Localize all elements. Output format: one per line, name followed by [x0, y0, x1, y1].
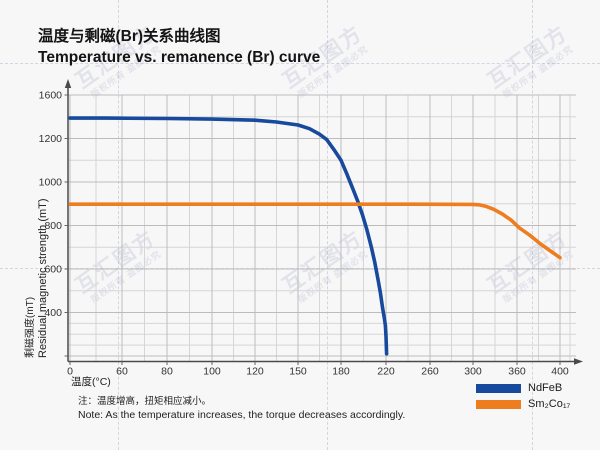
watermark-dash-horizontal: [0, 63, 600, 64]
curve-ndfeb: [68, 116, 389, 356]
legend-label-ndfeb: NdFeB: [528, 381, 563, 394]
y-axis-label-zh: 剩磁强度(mT): [25, 296, 36, 358]
y-tick-label: 600: [44, 264, 62, 276]
x-tick-label: 260: [421, 366, 439, 378]
legend-item-sm2co17: Sm₂Co₁₇: [476, 396, 570, 412]
x-tick-label: 0: [67, 366, 73, 378]
legend-swatch-sm2co17: [476, 399, 521, 409]
legend-label-sm2co17: Sm₂Co₁₇: [528, 397, 571, 410]
y-tick-label: 400: [44, 307, 62, 319]
x-tick-label: 100: [203, 366, 221, 378]
x-tick-label: 300: [464, 366, 482, 378]
y-tick-label: 800: [44, 220, 62, 232]
note-zh: 注：温度增高，扭矩相应减小。: [78, 396, 212, 407]
x-tick-label: 80: [161, 366, 173, 378]
legend-swatch-ndfeb: [476, 383, 521, 393]
y-tick-label: 1200: [39, 133, 63, 145]
title-block: 温度与剩磁(Br)关系曲线图 Temperature vs. remanence…: [38, 26, 320, 69]
note-en: Note: As the temperature increases, the …: [78, 409, 406, 421]
x-axis-label: 温度(°C): [71, 376, 111, 388]
x-tick-label: 220: [377, 366, 395, 378]
chart-title-zh: 温度与剩磁(Br)关系曲线图: [38, 28, 221, 45]
legend: NdFeB Sm₂Co₁₇: [476, 380, 570, 412]
legend-item-ndfeb: NdFeB: [476, 380, 570, 396]
x-tick-label: 180: [332, 366, 350, 378]
y-tick-label: 1600: [39, 90, 63, 102]
x-tick-label: 120: [246, 366, 264, 378]
curve-sm2co17: [68, 202, 562, 260]
x-axis-arrow-icon: [574, 358, 583, 365]
x-tick-label: 60: [116, 366, 128, 378]
note-block: 注：温度增高，扭矩相应减小。 Note: As the temperature …: [78, 396, 405, 421]
x-tick-label: 150: [289, 366, 307, 378]
y-axis-arrow-icon: [64, 79, 72, 88]
x-tick-label: 360: [508, 366, 526, 378]
y-axis-label-en: Residual magnetic strength (mT): [37, 198, 49, 358]
x-tick-label: 400: [551, 366, 569, 378]
y-tick-label: 1000: [39, 177, 63, 189]
chart-title-en: Temperature vs. remanence (Br) curve: [38, 49, 321, 66]
